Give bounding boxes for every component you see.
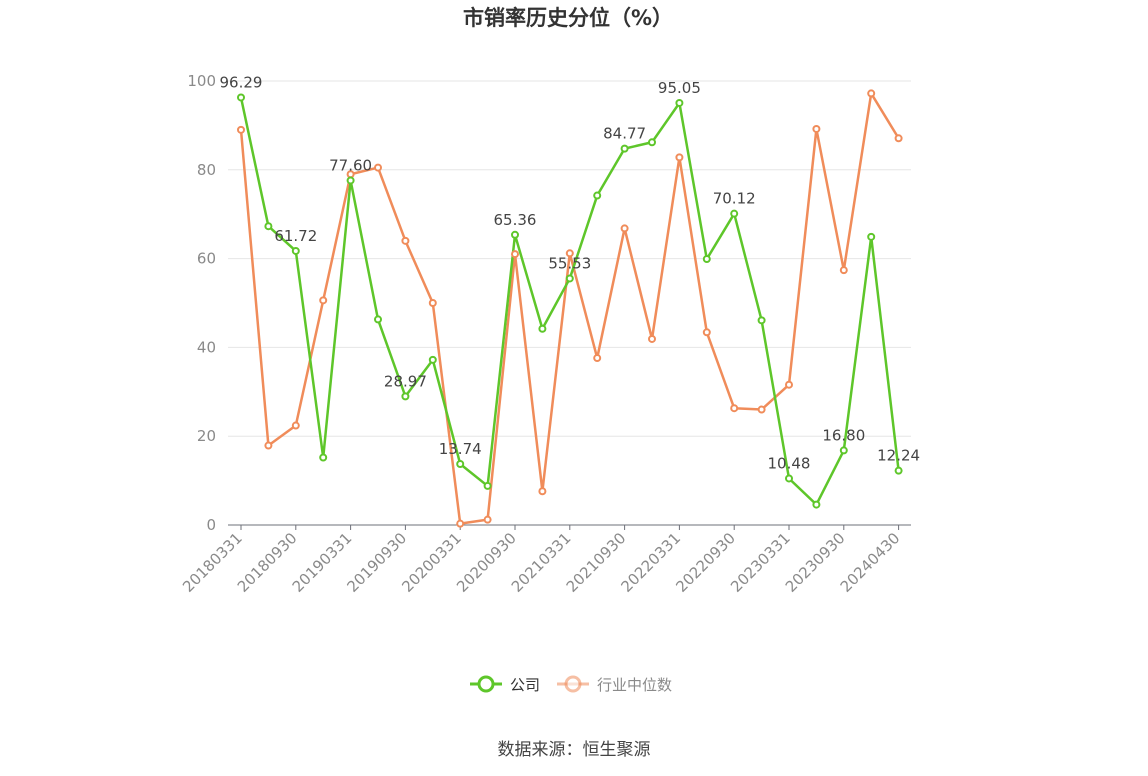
data-point-industry-median[interactable] bbox=[648, 334, 656, 343]
data-label: 12.24 bbox=[877, 447, 920, 465]
x-axis: 2018033120180930201903312019093020200331… bbox=[179, 524, 911, 596]
data-point-company[interactable] bbox=[346, 176, 355, 185]
data-point-industry-median[interactable] bbox=[237, 125, 245, 134]
data-point-company[interactable] bbox=[867, 232, 876, 241]
y-tick-label: 40 bbox=[197, 338, 216, 356]
x-tick-label: 20240430 bbox=[837, 529, 904, 596]
data-point-company[interactable] bbox=[593, 191, 602, 200]
data-point-company[interactable] bbox=[291, 246, 300, 255]
data-point-company[interactable] bbox=[648, 138, 656, 147]
data-point-company[interactable] bbox=[456, 459, 465, 468]
legend-label-company: 公司 bbox=[510, 676, 540, 694]
data-label: 55.53 bbox=[548, 254, 591, 272]
chart-title: 市销率历史分位（%） bbox=[463, 6, 673, 30]
data-point-industry-median[interactable] bbox=[867, 89, 876, 98]
data-point-company[interactable] bbox=[565, 274, 574, 283]
series-points bbox=[237, 89, 903, 528]
legend-marker-company bbox=[477, 675, 495, 693]
legend-marker-industry-median bbox=[564, 675, 582, 693]
data-label: 84.77 bbox=[603, 125, 646, 143]
data-point-company[interactable] bbox=[785, 474, 793, 483]
data-point-company[interactable] bbox=[511, 230, 519, 239]
data-point-company[interactable] bbox=[401, 392, 410, 401]
data-label: 10.48 bbox=[768, 454, 811, 472]
data-point-industry-median[interactable] bbox=[894, 134, 903, 143]
data-point-industry-median[interactable] bbox=[456, 519, 465, 528]
data-label: 95.05 bbox=[658, 79, 701, 97]
data-point-industry-median[interactable] bbox=[565, 249, 574, 258]
y-tick-label: 100 bbox=[187, 72, 216, 90]
data-point-company[interactable] bbox=[839, 446, 848, 455]
legend[interactable]: 公司 行业中位数 bbox=[470, 675, 672, 694]
data-point-company[interactable] bbox=[264, 222, 273, 231]
legend-item-industry-median[interactable]: 行业中位数 bbox=[557, 675, 672, 694]
data-point-company[interactable] bbox=[319, 453, 328, 462]
legend-item-company[interactable]: 公司 bbox=[470, 675, 540, 694]
data-point-company[interactable] bbox=[757, 316, 766, 325]
data-label: 65.36 bbox=[494, 211, 537, 229]
data-point-industry-median[interactable] bbox=[620, 224, 629, 233]
data-point-company[interactable] bbox=[894, 466, 903, 475]
data-label: 61.72 bbox=[274, 227, 317, 245]
data-point-industry-median[interactable] bbox=[483, 515, 492, 524]
data-point-company[interactable] bbox=[675, 98, 684, 107]
data-label: 96.29 bbox=[220, 73, 263, 91]
data-point-industry-median[interactable] bbox=[401, 236, 410, 245]
data-label: 13.74 bbox=[439, 440, 482, 458]
data-point-company[interactable] bbox=[428, 355, 437, 364]
data-source: 数据来源：恒生聚源 bbox=[498, 740, 651, 760]
data-point-industry-median[interactable] bbox=[785, 380, 793, 389]
y-tick-label: 20 bbox=[197, 427, 216, 445]
data-point-company[interactable] bbox=[538, 324, 547, 333]
data-point-industry-median[interactable] bbox=[730, 404, 739, 413]
data-label: 28.97 bbox=[384, 372, 427, 390]
data-point-industry-median[interactable] bbox=[264, 441, 273, 450]
data-point-industry-median[interactable] bbox=[538, 487, 547, 496]
y-tick-label: 0 bbox=[206, 516, 216, 534]
legend-label-industry-median: 行业中位数 bbox=[597, 676, 672, 694]
data-point-company[interactable] bbox=[702, 255, 711, 264]
data-point-industry-median[interactable] bbox=[593, 354, 602, 363]
data-label: 70.12 bbox=[713, 190, 756, 208]
data-point-company[interactable] bbox=[620, 144, 629, 153]
y-tick-label: 80 bbox=[197, 161, 216, 179]
data-point-industry-median[interactable] bbox=[319, 296, 328, 305]
data-point-company[interactable] bbox=[237, 93, 245, 102]
data-point-company[interactable] bbox=[483, 481, 492, 490]
data-point-industry-median[interactable] bbox=[428, 299, 437, 307]
y-tick-label: 60 bbox=[197, 250, 216, 268]
data-point-industry-median[interactable] bbox=[511, 250, 519, 259]
data-point-industry-median[interactable] bbox=[702, 328, 711, 337]
data-label: 16.80 bbox=[822, 426, 865, 444]
data-point-company[interactable] bbox=[374, 315, 382, 324]
data-point-industry-median[interactable] bbox=[291, 421, 300, 430]
data-label: 77.60 bbox=[329, 156, 372, 174]
data-labels: 96.29 61.72 77.60 28.97 13.74 65.36 55.53 84.77… bbox=[220, 73, 921, 472]
data-point-industry-median[interactable] bbox=[757, 405, 766, 414]
data-point-company[interactable] bbox=[730, 209, 739, 218]
data-point-industry-median[interactable] bbox=[374, 163, 382, 172]
y-axis: 0 20 40 60 80 100 bbox=[187, 72, 216, 534]
data-point-company[interactable] bbox=[812, 500, 821, 509]
data-point-industry-median[interactable] bbox=[839, 266, 848, 275]
data-point-industry-median[interactable] bbox=[812, 124, 821, 133]
data-point-industry-median[interactable] bbox=[675, 153, 684, 162]
